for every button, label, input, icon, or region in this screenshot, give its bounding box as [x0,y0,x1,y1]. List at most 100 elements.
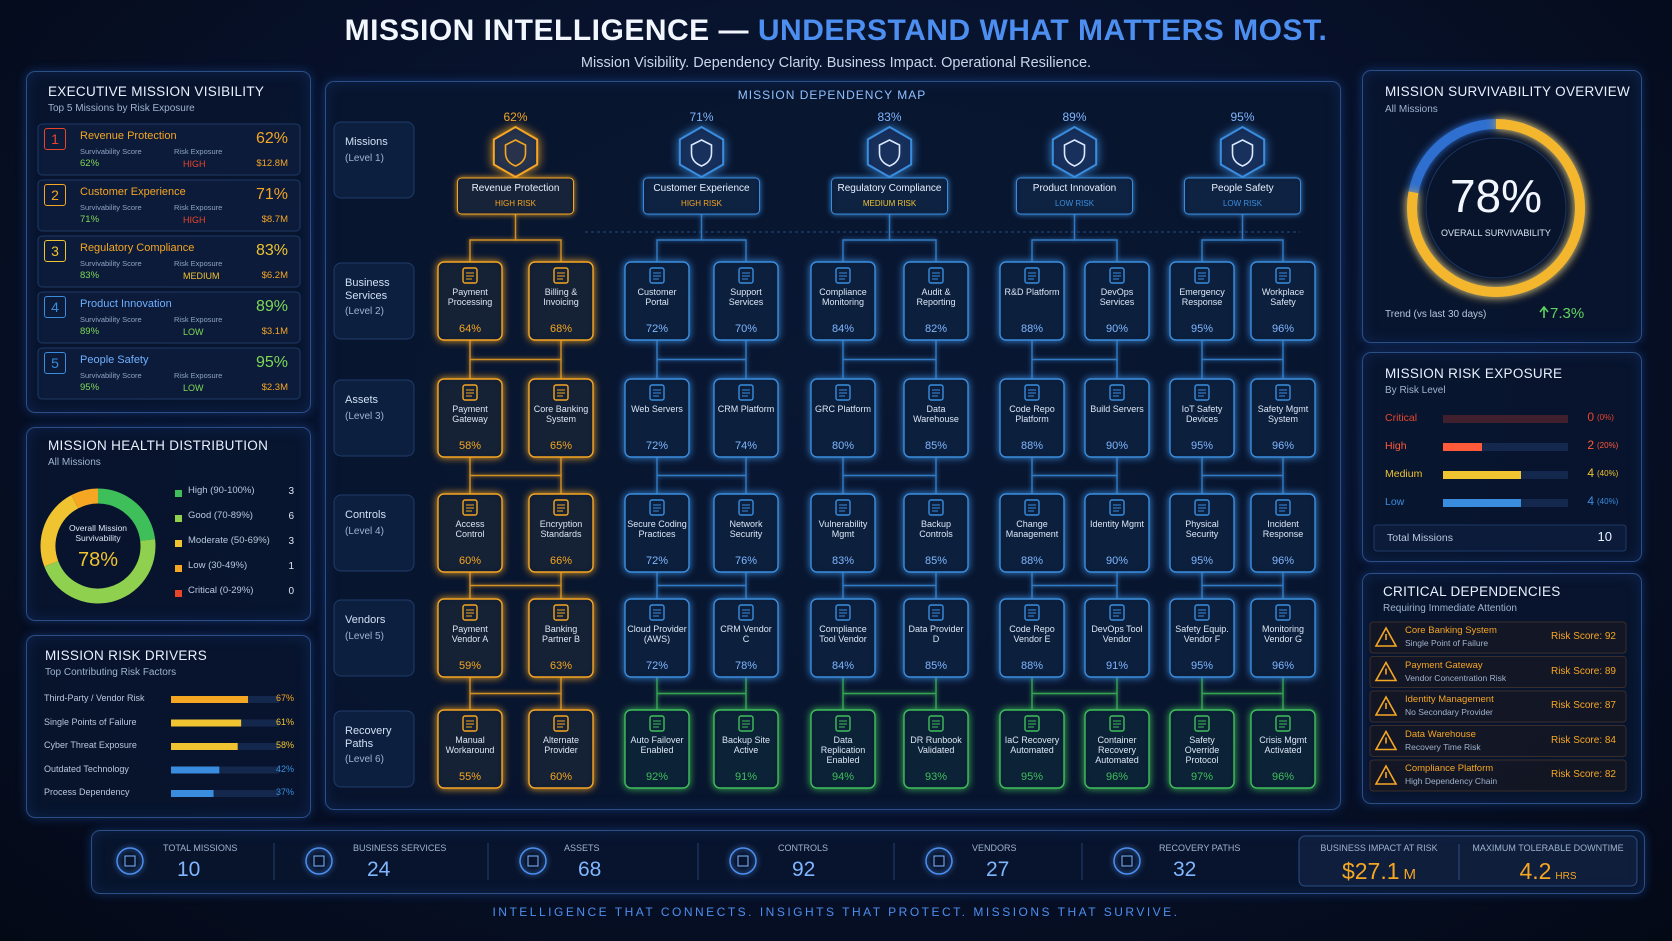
node-name: Customer Portal [637,287,677,307]
mission-exposure: $8.7M [261,214,288,225]
node-name: Identity Mgmt [1089,519,1145,529]
level-number: (Level 2) [345,306,384,317]
node-score: 65% [549,440,573,452]
node-score: 72% [645,440,669,452]
stat-value: 68 [578,858,602,881]
node-score: 96% [1271,771,1295,783]
exposure-count: 2 [1587,438,1594,452]
mission-name: Customer Experience [80,186,186,198]
node-score: 64% [458,323,482,335]
node-name: Safety Mgmt System [1257,404,1309,424]
donut-label: Overall Mission Survivability [68,523,128,543]
impact-value-wrap: 4.2 HRS [1459,858,1637,884]
panel-subtitle: Requiring Immediate Attention [1383,603,1517,614]
legend-label: Good (70-89%) [188,510,253,521]
legend-count: 3 [288,486,294,497]
panel-subtitle: All Missions [1385,104,1438,115]
mission-score: 83% [80,270,100,281]
dependency-name: Core Banking System [1405,625,1497,636]
mission-name: Revenue Protection [471,183,560,194]
node-name: Physical Security [1185,519,1219,539]
stat-value: 32 [1173,858,1197,881]
node-score: 93% [924,771,948,783]
node-name: Support Services [728,287,764,307]
mission-exposure: $6.2M [261,270,288,281]
impact-value: $27.1 [1341,858,1400,884]
panel-title: MISSION RISK EXPOSURE [1385,366,1563,381]
node-name: Banking Partner B [541,624,581,644]
mission-name: Product Innovation [1032,183,1117,194]
node-score: 96% [1271,555,1295,567]
rank-badge: 5 [44,352,66,374]
node-name: R&D Platform [1004,287,1060,297]
node-name: Billing & Invoicing [543,287,579,307]
node-name: Access Control [455,519,485,539]
panel-subtitle: Top 5 Missions by Risk Exposure [48,103,195,114]
node-name: Compliance Monitoring [819,287,867,307]
dependency-desc: Single Point of Failure [1405,638,1489,648]
node-name: Secure Coding Practices [627,519,687,539]
mission-score-large: 89% [255,298,288,315]
panel-title: CRITICAL DEPENDENCIES [1383,584,1561,599]
node-name: Network Security [729,519,763,539]
node-name: Core Banking System [533,404,589,424]
stat-label: RECOVERY PATHS [1159,843,1241,853]
page-title: MISSION INTELLIGENCE — UNDERSTAND WHAT M… [0,14,1672,49]
node-score: 72% [645,660,669,672]
node-name: DevOps Tool Vendor [1091,624,1143,644]
legend-count: 0 [288,586,294,597]
dependency-score: Risk Score: 82 [1550,769,1616,780]
level-name: Controls [345,509,386,521]
level-number: (Level 1) [345,153,384,164]
title-lead: MISSION INTELLIGENCE — [344,14,750,47]
node-name: Safety Equip. Vendor F [1175,624,1229,644]
node-name: Code Repo Vendor E [1009,624,1055,644]
node-score: 82% [924,323,948,335]
panel-title: EXECUTIVE MISSION VISIBILITY [48,84,265,99]
node-name: Data Warehouse [913,404,959,424]
node-name: DR Runbook Validated [910,735,962,755]
exposure-count: 4 [1587,466,1594,480]
node-name: Change Management [1005,519,1059,539]
rank-badge: 1 [44,128,66,150]
level-number: (Level 4) [345,526,384,537]
node-score: 85% [924,440,948,452]
node-name: DevOps Services [1099,287,1135,307]
mission-score: 62% [80,158,100,169]
panel-title: MISSION HEALTH DISTRIBUTION [48,438,269,453]
node-score: 66% [549,555,573,567]
level-name: Vendors [345,614,386,626]
node-name: Compliance Tool Vendor [819,624,867,644]
node-name: Safety Override Protocol [1184,735,1220,765]
node-score: 88% [1020,555,1044,567]
mission-score: 71% [689,110,714,124]
node-score: 83% [831,555,855,567]
mission-risk: HIGH [183,159,206,169]
driver-label: Third-Party / Vendor Risk [44,693,145,703]
impact-value: 4.2 [1519,858,1552,884]
mission-name: Revenue Protection [80,130,177,142]
exposure-share: (20%) [1597,441,1619,450]
node-name: Data Replication Enabled [820,735,866,765]
donut-value: 78% [77,549,119,571]
node-score: 58% [458,440,482,452]
impact-label: MAXIMUM TOLERABLE DOWNTIME [1472,843,1624,853]
driver-label: Outdated Technology [44,763,129,774]
exposure-count: 4 [1587,494,1594,508]
node-score: 60% [549,771,573,783]
node-score: 95% [1190,660,1214,672]
node-name: Monitoring Vendor G [1261,624,1305,644]
total-label: Total Missions [1387,532,1453,544]
node-name: CRM Vendor C [720,624,772,644]
node-score: 91% [1105,660,1129,672]
impact-value-wrap: $27.1 M [1299,858,1459,884]
mission-score-large: 83% [255,242,288,259]
legend-label: High (90-100%) [188,485,255,496]
score-label: Survivability Score [80,371,142,380]
node-name: Backup Controls [919,519,953,539]
exposure-label: Risk Exposure [174,315,223,324]
exposure-share: (40%) [1597,469,1619,478]
node-score: 78% [734,660,758,672]
node-name: Payment Vendor A [451,624,489,644]
